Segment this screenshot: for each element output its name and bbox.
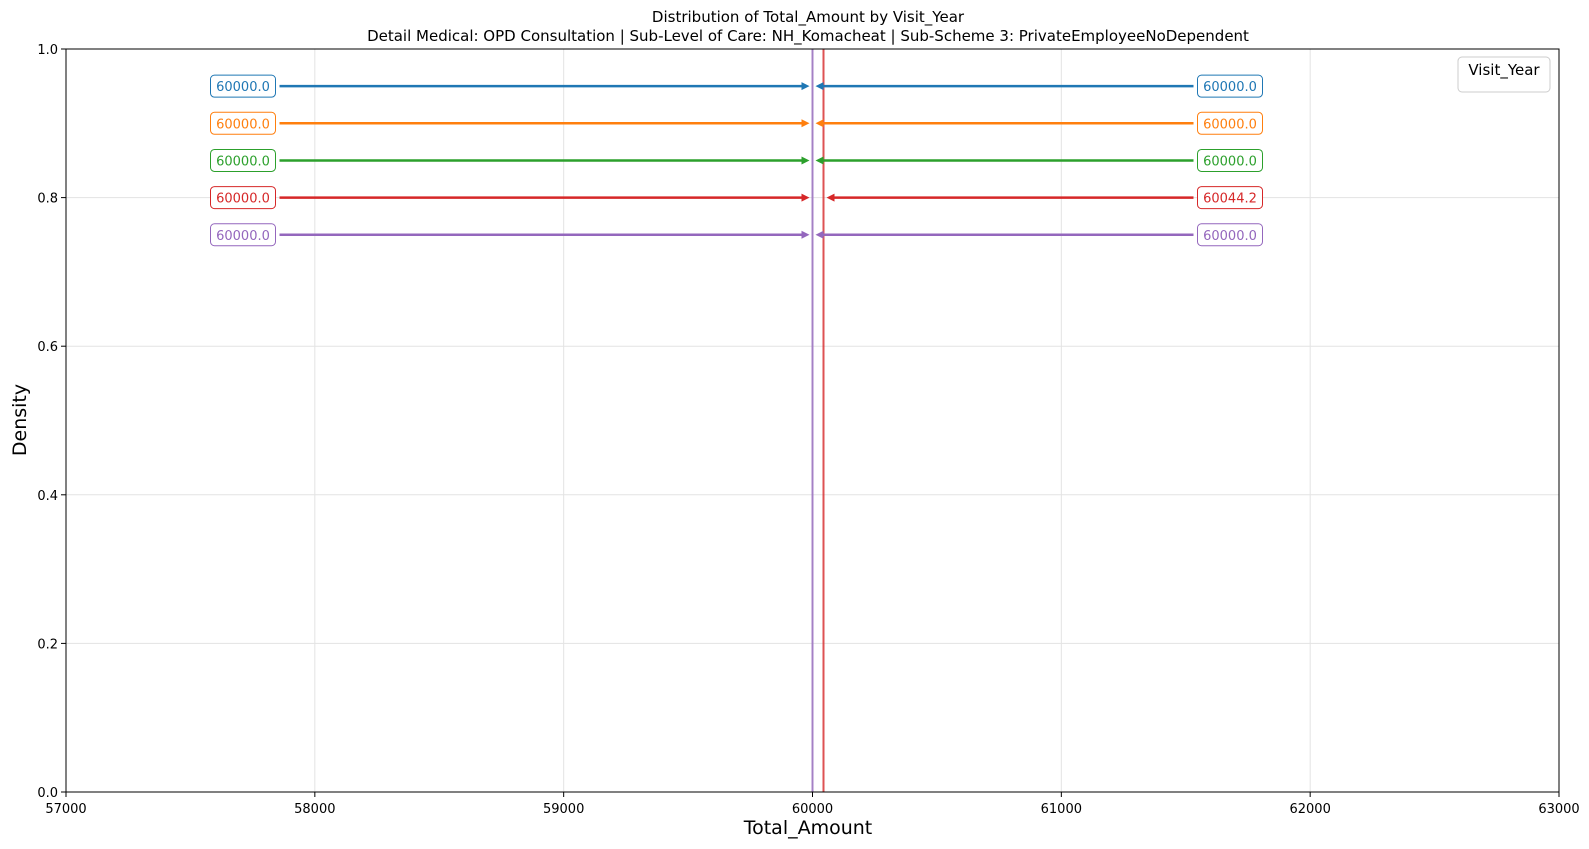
x-tick-label: 62000: [1289, 802, 1330, 817]
left-value-label-box: [210, 223, 276, 247]
left-value-label-box: [210, 186, 276, 210]
right-arrow-head: [815, 230, 824, 239]
x-tick-label: 60000: [792, 802, 833, 817]
vertical-lines: [811, 49, 825, 792]
right-value-label: 60000.0: [1203, 229, 1257, 244]
x-tick-label: 57000: [45, 802, 86, 817]
chart-subtitle: Detail Medical: OPD Consultation | Sub-L…: [367, 27, 1249, 46]
right-arrow-head: [826, 193, 835, 202]
right-value-label-box: [1197, 111, 1263, 135]
x-axis-label: Total_Amount: [743, 817, 873, 839]
right-value-label-box: [1197, 148, 1263, 172]
y-tick-label: 1.0: [37, 43, 58, 58]
left-value-label: 60000.0: [216, 192, 270, 207]
right-arrow-head: [815, 119, 824, 128]
left-value-label-box: [210, 111, 276, 135]
right-arrow-head: [815, 82, 824, 91]
y-ticks: 0.0 0.2 0.4 0.6 0.8 1.0: [37, 43, 66, 801]
y-tick-label: 0.0: [37, 786, 58, 801]
right-value-label: 60044.2: [1203, 192, 1257, 207]
y-tick-label: 0.2: [37, 637, 58, 652]
right-value-label: 60000.0: [1203, 154, 1257, 169]
left-value-label: 60000.0: [216, 154, 270, 169]
chart-title: Distribution of Total_Amount by Visit_Ye…: [652, 8, 965, 27]
left-value-label-box: [210, 148, 276, 172]
left-arrow-head: [801, 156, 810, 165]
x-tick-label: 63000: [1538, 802, 1579, 817]
y-tick-label: 0.6: [37, 340, 58, 355]
left-arrow-head: [801, 119, 810, 128]
x-tick-label: 58000: [294, 802, 335, 817]
right-arrow-head: [815, 156, 824, 165]
legend-box: [1457, 56, 1551, 93]
x-ticks: 57000 58000 59000 60000 61000 62000 63000: [45, 792, 1580, 817]
y-tick-label: 0.8: [37, 192, 58, 207]
left-arrow-head: [801, 193, 810, 202]
x-tick-label: 61000: [1041, 802, 1082, 817]
right-value-label-box: [1197, 186, 1263, 210]
left-value-label: 60000.0: [216, 80, 270, 95]
left-value-label-box: [210, 74, 276, 98]
right-value-label: 60000.0: [1203, 80, 1257, 95]
arrow-annotations: 60000.0 60000.0 60000.0 60000.0 60000.0 60000…: [210, 74, 1263, 247]
legend: Visit_Year: [1457, 56, 1551, 93]
y-axis-label: Density: [9, 384, 31, 456]
y-tick-label: 0.4: [37, 489, 58, 504]
right-value-label-box: [1197, 223, 1263, 247]
left-value-label: 60000.0: [216, 117, 270, 132]
left-arrow-head: [801, 230, 810, 239]
left-value-label: 60000.0: [216, 229, 270, 244]
legend-title: Visit_Year: [1468, 61, 1540, 80]
right-value-label-box: [1197, 74, 1263, 98]
left-arrow-head: [801, 82, 810, 91]
x-tick-label: 59000: [543, 802, 584, 817]
right-value-label: 60000.0: [1203, 117, 1257, 132]
